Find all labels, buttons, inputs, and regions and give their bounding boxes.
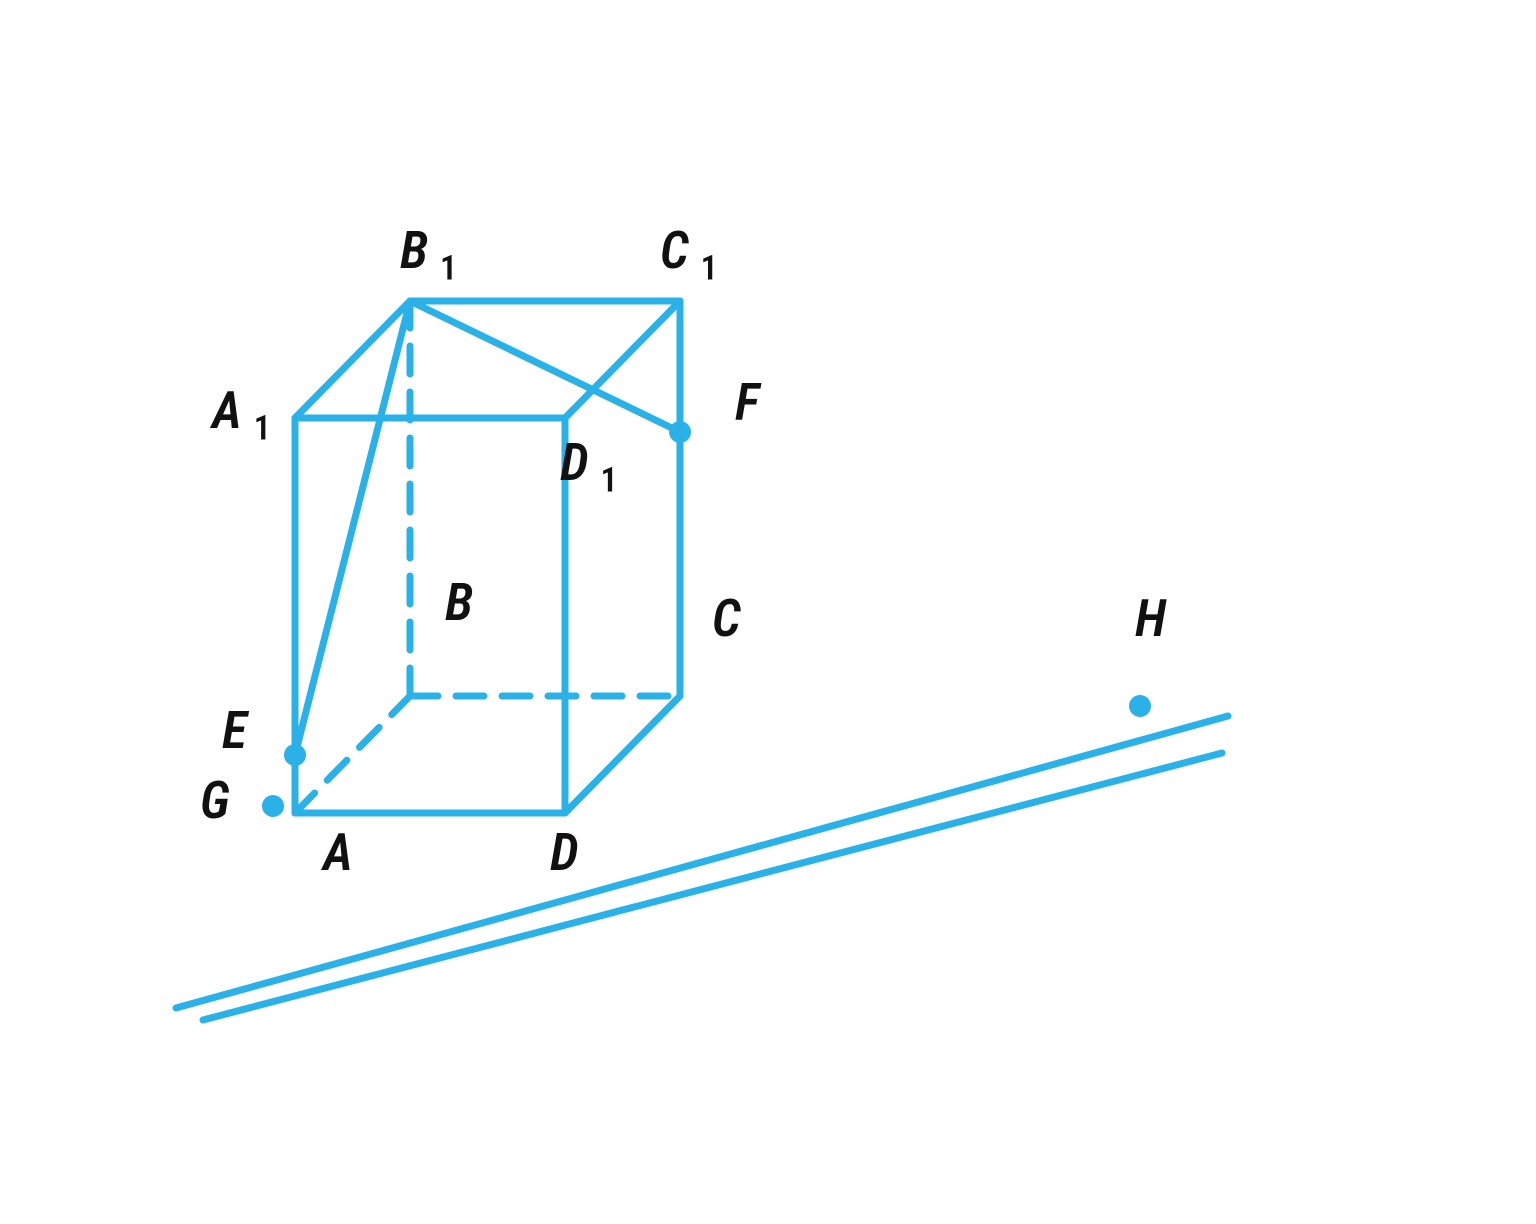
label-G: G — [200, 770, 230, 831]
point-G — [262, 795, 284, 817]
label-C1: C 1 — [660, 220, 718, 288]
section-edge — [295, 301, 410, 755]
label-B: B — [445, 572, 473, 633]
label-D1: D 1 — [560, 432, 618, 500]
cube-edge — [565, 696, 680, 813]
point-H — [1129, 695, 1151, 717]
point-E — [284, 744, 306, 766]
label-C: C — [712, 588, 741, 649]
label-D: D — [550, 822, 579, 883]
geometry-diagram: B 1 C 1 A 1 D 1 F B C H EG A D — [0, 0, 1536, 1224]
label-A: A — [320, 822, 353, 883]
label-B1: B 1 — [400, 220, 457, 288]
label-F: F — [735, 372, 762, 433]
label-A1: A 1 — [209, 380, 271, 448]
construction-line — [203, 753, 1222, 1020]
label-E: E — [222, 700, 250, 761]
point-F — [669, 421, 691, 443]
section-edge — [410, 301, 680, 432]
label-H: H — [1135, 588, 1167, 649]
cube-edge-hidden — [295, 696, 410, 813]
